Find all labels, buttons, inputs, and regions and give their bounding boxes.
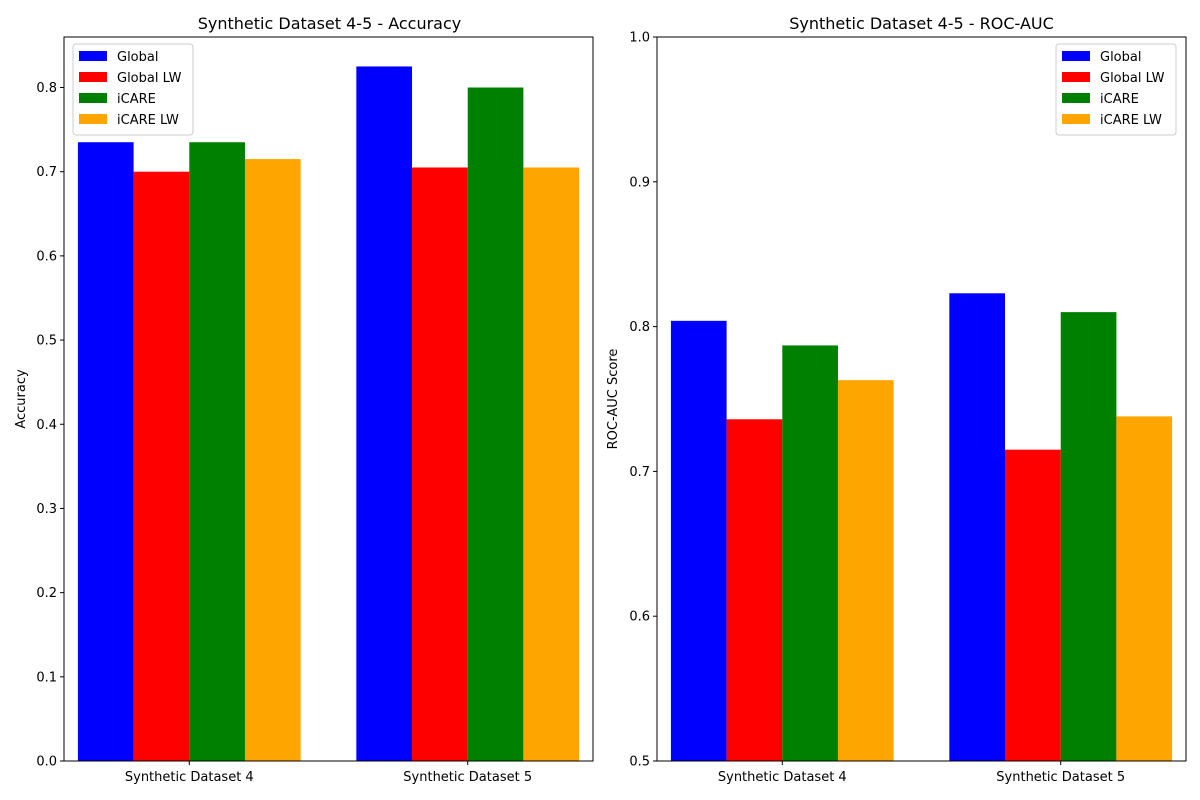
- roc-auc-bar-icare-2: [1060, 312, 1117, 761]
- roc-auc-legend: Global Global LW iCARE iCARE LW: [1055, 43, 1177, 136]
- roc-auc-legend-swatch: [1062, 93, 1090, 103]
- accuracy-y-tick-label: 0.1: [36, 670, 57, 685]
- accuracy-y-tick-label: 0.3: [36, 502, 57, 517]
- roc-auc-bars: [670, 293, 1173, 761]
- accuracy-y-tick-label: 0.6: [36, 249, 57, 264]
- accuracy-legend-label: Global: [117, 50, 158, 65]
- accuracy-panel: Synthetic Dataset 4-5 - Accuracy 0.00.10…: [14, 14, 594, 785]
- roc-auc-legend-label: iCARE: [1100, 92, 1139, 107]
- roc-auc-x-tick-label: Synthetic Dataset 5: [996, 770, 1125, 785]
- accuracy-axes-frame: [63, 36, 594, 762]
- accuracy-y-tick-label: 0.7: [36, 165, 57, 180]
- roc-auc-bar-global-2: [949, 293, 1006, 761]
- roc-auc-legend-swatch: [1062, 72, 1090, 82]
- accuracy-y-axis: 0.0 0.1 0.2 0.3 0.4 0.5 0.6 0.7 0.8: [36, 81, 64, 770]
- roc-auc-y-tick-label: 0.8: [629, 320, 650, 335]
- accuracy-y-tick-label: 0.4: [36, 418, 57, 433]
- roc-auc-bar-global-1: [670, 320, 727, 761]
- roc-auc-x-tick-label: Synthetic Dataset 4: [718, 770, 847, 785]
- accuracy-legend-swatch: [79, 114, 107, 124]
- accuracy-y-tick-label: 0.8: [36, 81, 57, 96]
- roc-auc-y-tick-label: 0.5: [629, 755, 650, 770]
- accuracy-bar-icare-lw-1: [244, 159, 301, 761]
- roc-auc-legend-swatch: [1062, 51, 1090, 61]
- accuracy-chart-title: Synthetic Dataset 4-5 - Accuracy: [198, 14, 462, 33]
- roc-auc-legend-swatch: [1062, 114, 1090, 124]
- accuracy-y-axis-label: Accuracy: [14, 369, 29, 429]
- accuracy-x-axis: Synthetic Dataset 4 Synthetic Dataset 5: [125, 761, 532, 785]
- roc-auc-x-axis: Synthetic Dataset 4 Synthetic Dataset 5: [718, 761, 1125, 785]
- accuracy-legend-swatch: [79, 72, 107, 82]
- roc-auc-y-tick-label: 0.7: [629, 465, 650, 480]
- accuracy-bar-global-lw-1: [133, 171, 190, 761]
- accuracy-x-tick-label: Synthetic Dataset 4: [125, 770, 254, 785]
- roc-auc-y-tick-label: 0.9: [629, 175, 650, 190]
- roc-auc-bar-icare-lw-2: [1116, 416, 1173, 761]
- accuracy-legend-swatch: [79, 51, 107, 61]
- accuracy-bar-icare-1: [189, 142, 245, 762]
- accuracy-bar-global-1: [77, 142, 134, 762]
- roc-auc-chart-title: Synthetic Dataset 4-5 - ROC-AUC: [789, 14, 1054, 33]
- roc-auc-y-tick-label: 1.0: [629, 31, 650, 46]
- roc-auc-legend-label: Global LW: [1100, 71, 1165, 86]
- accuracy-legend: Global Global LW iCARE iCARE LW: [72, 43, 194, 136]
- roc-auc-axes-frame: [656, 36, 1187, 762]
- accuracy-y-tick-label: 0.2: [36, 586, 57, 601]
- accuracy-bar-global-lw-2: [412, 167, 468, 761]
- roc-auc-bar-icare-lw-1: [837, 380, 894, 761]
- roc-auc-legend-frame: [1055, 43, 1177, 136]
- accuracy-y-tick-label: 0.5: [36, 334, 57, 349]
- roc-auc-legend-label: iCARE LW: [1100, 113, 1162, 128]
- roc-auc-bar-global-lw-1: [726, 419, 783, 761]
- accuracy-y-tick-label: 0.0: [36, 755, 57, 770]
- accuracy-bar-global-2: [356, 66, 413, 762]
- accuracy-bars: [77, 66, 580, 762]
- roc-auc-y-axis-label: ROC-AUC Score: [606, 349, 621, 450]
- roc-auc-y-tick-label: 0.6: [629, 610, 650, 625]
- roc-auc-panel: Synthetic Dataset 4-5 - ROC-AUC 0.50.60.…: [606, 14, 1187, 785]
- roc-auc-y-axis: 0.5 0.6 0.7 0.8 0.9 1.0: [629, 31, 657, 770]
- roc-auc-bar-icare-1: [782, 345, 838, 761]
- accuracy-legend-swatch: [79, 93, 107, 103]
- accuracy-bar-icare-lw-2: [523, 167, 580, 761]
- accuracy-legend-label: Global LW: [117, 71, 182, 86]
- roc-auc-bar-global-lw-2: [1005, 449, 1061, 761]
- accuracy-legend-label: iCARE LW: [117, 113, 179, 128]
- accuracy-legend-label: iCARE: [117, 92, 156, 107]
- roc-auc-legend-label: Global: [1100, 50, 1141, 65]
- accuracy-bar-icare-2: [467, 87, 524, 762]
- accuracy-legend-frame: [72, 43, 194, 136]
- accuracy-x-tick-label: Synthetic Dataset 5: [403, 770, 532, 785]
